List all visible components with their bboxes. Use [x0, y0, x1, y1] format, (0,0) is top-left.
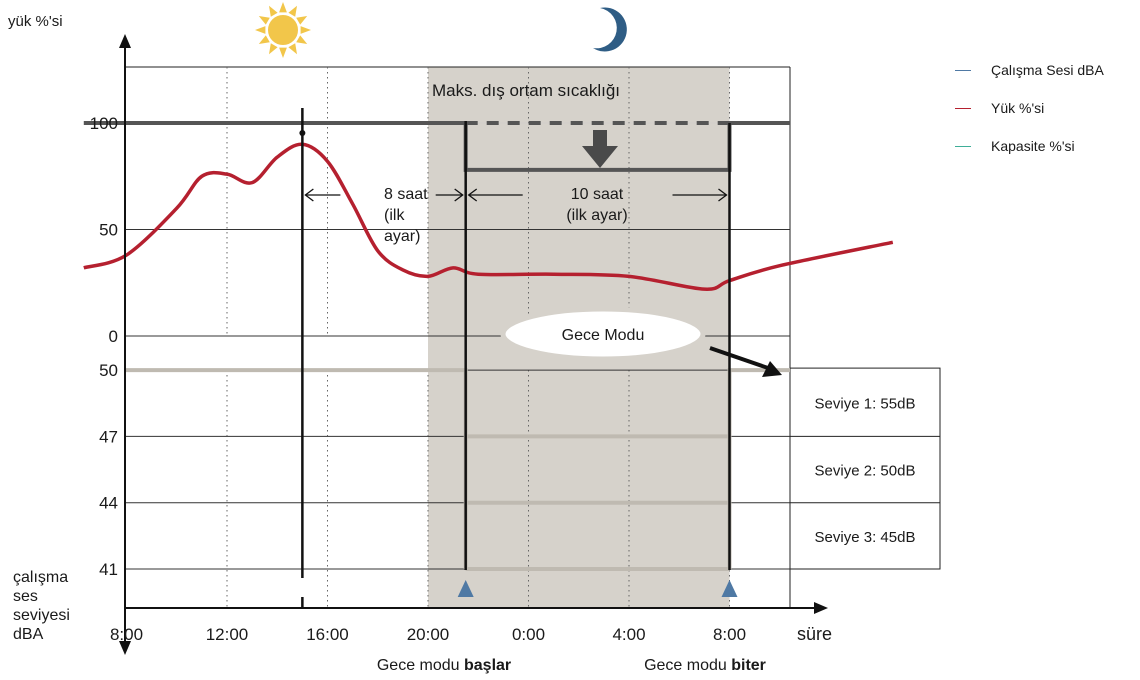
sun-ray-3 [279, 47, 287, 58]
x-tick-3: 20:00 [407, 625, 450, 644]
night-marker-0 [457, 580, 474, 597]
level-label-3: Seviye 3: 45dB [815, 529, 916, 546]
eight-hours-arrow-right-head [454, 188, 464, 202]
sun-ray-5 [258, 35, 270, 44]
y-sound-tick-44: 44 [99, 494, 118, 513]
x-tick-5: 4:00 [612, 625, 645, 644]
sun-ray-4 [269, 43, 278, 55]
sun-ray-11 [296, 16, 308, 25]
eight-hours-arrow-left-head [304, 188, 314, 202]
y-bottom-label-0: çalışma [13, 569, 68, 586]
y-sound-tick-50: 50 [99, 361, 118, 380]
x-tick-2: 16:00 [306, 625, 349, 644]
eight-hours-label-0: 8 saat [384, 186, 428, 203]
eight-hours-label-1: (ilk [384, 207, 405, 224]
y-sound-tick-41: 41 [99, 560, 118, 579]
y-axis-arrow-up [119, 34, 131, 48]
sun-ray-0 [300, 26, 311, 34]
y-bottom-label-3: dBA [13, 626, 44, 643]
night-mode-ellipse [500, 306, 706, 362]
max-temp-label: Maks. dış ortam sıcaklığı [432, 81, 620, 100]
legend-label-capacity: Kapasite %'si [991, 138, 1075, 154]
ten-hours-arrow-left-head [467, 188, 478, 202]
x-tick-1: 12:00 [206, 625, 249, 644]
legend: Çalışma Sesi dBA Yük %'si Kapasite %'si [955, 58, 1104, 172]
x-tick-6: 8:00 [713, 625, 746, 644]
ten-hours-label-1: (ilk ayar) [566, 207, 627, 224]
y-bottom-label-1: ses [13, 588, 38, 605]
sun-ray-2 [288, 43, 297, 55]
night-mode-arrow-shaft [709, 346, 769, 370]
sun-ray-10 [288, 5, 297, 17]
night-marker-1 [721, 580, 738, 597]
night-mode-arrow-head [762, 361, 782, 377]
y-load-tick-50: 50 [99, 221, 118, 240]
sound-line-day-end [727, 368, 790, 569]
night-start-label: Gece modu başlar [377, 657, 511, 674]
sun-ray-6 [255, 26, 266, 34]
y-axis-arrow-down [119, 641, 131, 655]
sun-ray-9 [279, 2, 287, 13]
x-axis-arrow [814, 602, 828, 614]
x-tick-4: 0:00 [512, 625, 545, 644]
legend-swatch-sound [955, 69, 971, 71]
y-load-tick-0: 0 [109, 327, 118, 346]
legend-label-sound: Çalışma Sesi dBA [991, 62, 1104, 78]
sun-ray-8 [269, 5, 278, 17]
sun-icon [255, 2, 311, 58]
legend-label-load: Yük %'si [991, 100, 1045, 116]
night-mode-label: Gece Modu [562, 327, 645, 344]
level-label-2: Seviye 2: 50dB [815, 463, 916, 480]
legend-item-capacity: Kapasite %'si [955, 134, 1104, 158]
legend-item-load: Yük %'si [955, 96, 1104, 120]
legend-item-sound: Çalışma Sesi dBA [955, 58, 1104, 82]
sun-ray-1 [296, 35, 308, 44]
load-curve [83, 142, 894, 291]
sound-line-day-start [125, 368, 468, 569]
capacity-drop-arrow [582, 130, 618, 168]
legend-swatch-load [955, 107, 971, 109]
moon-icon [593, 7, 627, 52]
eight-hours-label-2: ayar) [384, 228, 420, 245]
ten-hours-arrow-right-head [718, 188, 728, 202]
night-end-label: Gece modu biter [644, 657, 766, 674]
sun-ray-7 [258, 16, 270, 25]
sun-core [266, 13, 300, 47]
y-bottom-label-2: seviyesi [13, 607, 70, 624]
y-top-label: yük %'si [8, 13, 63, 30]
level-label-1: Seviye 1: 55dB [815, 395, 916, 412]
x-tick-0: 8:00 [110, 625, 143, 644]
ten-hours-label-0: 10 saat [571, 186, 624, 203]
level-box [789, 367, 941, 570]
peak-dot [299, 130, 306, 136]
legend-swatch-capacity [955, 145, 971, 147]
y-sound-tick-47: 47 [99, 427, 118, 446]
y-load-tick-100: 100 [90, 114, 118, 133]
x-axis-label: süre [797, 624, 832, 644]
